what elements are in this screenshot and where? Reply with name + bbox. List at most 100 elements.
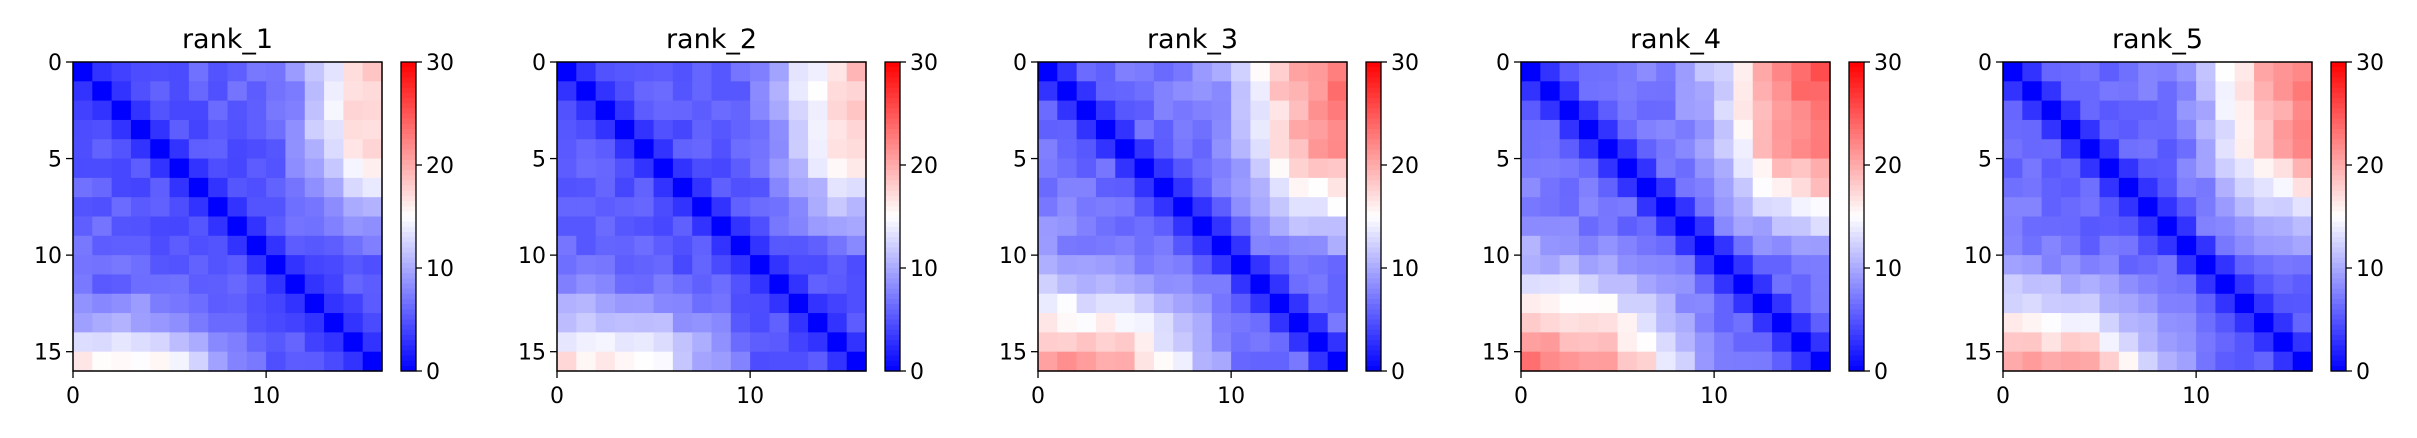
colorbar-segment	[2331, 67, 2346, 73]
heatmap-cell	[846, 255, 867, 276]
heatmap-cell	[1752, 177, 1773, 198]
heatmap-cell	[150, 332, 171, 353]
heatmap-cell	[324, 62, 344, 82]
heatmap-cell	[1192, 62, 1213, 82]
heatmap-cell	[2292, 100, 2313, 121]
y-tick-label: 5	[1013, 148, 1027, 173]
heatmap-cell	[1308, 158, 1329, 179]
heatmap-cell	[111, 351, 132, 372]
colorbar-segment	[401, 283, 416, 290]
heatmap-cell	[1733, 235, 1754, 256]
y-tick-label: 15	[999, 341, 1027, 366]
heatmap-cell	[1134, 332, 1155, 353]
heatmap-cell	[188, 119, 209, 140]
heatmap-cell	[1115, 158, 1136, 179]
heatmap-cell	[1636, 332, 1657, 353]
heatmap-cell	[1656, 119, 1677, 140]
heatmap-cell	[2060, 332, 2081, 353]
heatmap-cell	[111, 216, 132, 237]
colorbar-segment	[401, 154, 416, 161]
heatmap-cell	[1173, 293, 1194, 314]
heatmap-cell	[1211, 100, 1232, 121]
heatmap-cell	[2215, 100, 2236, 121]
heatmap-cell	[2292, 255, 2313, 276]
heatmap-cell	[634, 139, 655, 160]
colorbar-segment	[1849, 62, 1864, 68]
colorbar-segment	[1849, 113, 1864, 120]
heatmap-cell	[1733, 255, 1754, 276]
heatmap-cell	[2254, 216, 2274, 237]
colorbar-tick-label: 0	[1391, 360, 1405, 385]
heatmap-cell	[1231, 351, 1252, 372]
heatmap-cell	[692, 158, 713, 179]
heatmap-cell	[576, 293, 597, 314]
heatmap-cell	[1269, 332, 1290, 353]
heatmap-cell	[2215, 332, 2236, 353]
heatmap-cell	[1327, 351, 1348, 372]
y-tick-label: 15	[1964, 341, 1992, 366]
heatmap-cell	[827, 139, 848, 160]
heatmap-cell	[1211, 177, 1232, 198]
heatmap-cell	[92, 177, 113, 198]
heatmap-cell	[653, 158, 674, 179]
heatmap-cell	[1636, 197, 1657, 218]
heatmap-cell	[730, 216, 751, 237]
heatmap-cell	[208, 62, 229, 82]
heatmap-cell	[846, 100, 867, 121]
colorbar-segment	[2331, 329, 2346, 336]
colorbar-tick-label: 20	[426, 154, 454, 179]
heatmap-cell	[1153, 351, 1174, 372]
heatmap-cell	[188, 235, 209, 256]
heatmap-cell	[1115, 197, 1136, 218]
heatmap-cell	[634, 177, 655, 198]
heatmap-cell	[1578, 332, 1599, 353]
heatmap-cell	[711, 119, 732, 140]
colorbar-segment	[1849, 288, 1864, 295]
heatmap-cell	[808, 62, 828, 82]
colorbar-segment	[2331, 185, 2346, 192]
heatmap-cell	[169, 274, 190, 295]
heatmap-cell	[1308, 313, 1329, 333]
heatmap-cell	[1211, 293, 1232, 314]
heatmap-cell	[614, 351, 635, 372]
heatmap-cell	[846, 293, 867, 314]
y-tick-label: 15	[518, 341, 546, 366]
heatmap-cell	[750, 62, 771, 82]
heatmap-cell	[1250, 274, 1271, 295]
heatmap-cell	[285, 351, 306, 372]
heatmap-cell	[246, 197, 267, 218]
heatmap-cell	[150, 255, 171, 276]
colorbar-segment	[1366, 268, 1381, 274]
heatmap-cell	[2099, 158, 2120, 179]
heatmap-cell	[595, 313, 616, 333]
heatmap-cell	[557, 235, 577, 256]
colorbar-segment	[1849, 139, 1864, 145]
heatmap-cell	[595, 216, 616, 237]
heatmap-cell	[846, 139, 867, 160]
heatmap-cell	[111, 119, 132, 140]
heatmap-cell	[169, 158, 190, 179]
heatmap-cell	[1521, 313, 1541, 333]
heatmap-cell	[1153, 216, 1174, 237]
colorbar-segment	[885, 134, 900, 140]
colorbar-segment	[885, 62, 900, 68]
colorbar-tick-label: 10	[910, 257, 938, 282]
colorbar-segment	[885, 355, 900, 362]
heatmap-cell	[1636, 139, 1657, 160]
heatmap-cell	[2099, 177, 2120, 198]
heatmap-cell	[130, 81, 151, 102]
heatmap-cell	[246, 274, 267, 295]
heatmap-cell	[150, 351, 171, 372]
heatmap-cell	[2196, 62, 2217, 82]
heatmap-cell	[788, 293, 809, 314]
heatmap-cell	[1327, 235, 1348, 256]
heatmap-cell	[672, 274, 693, 295]
colorbar-frame	[1848, 61, 1865, 372]
heatmap-cell	[1752, 100, 1773, 121]
heatmap-cell	[2273, 197, 2294, 218]
heatmap-cell	[188, 351, 209, 372]
heatmap-cell	[2215, 158, 2236, 179]
heatmap-cell	[1733, 351, 1754, 372]
heatmap-cell	[1308, 177, 1329, 198]
heatmap-cell	[1038, 274, 1058, 295]
